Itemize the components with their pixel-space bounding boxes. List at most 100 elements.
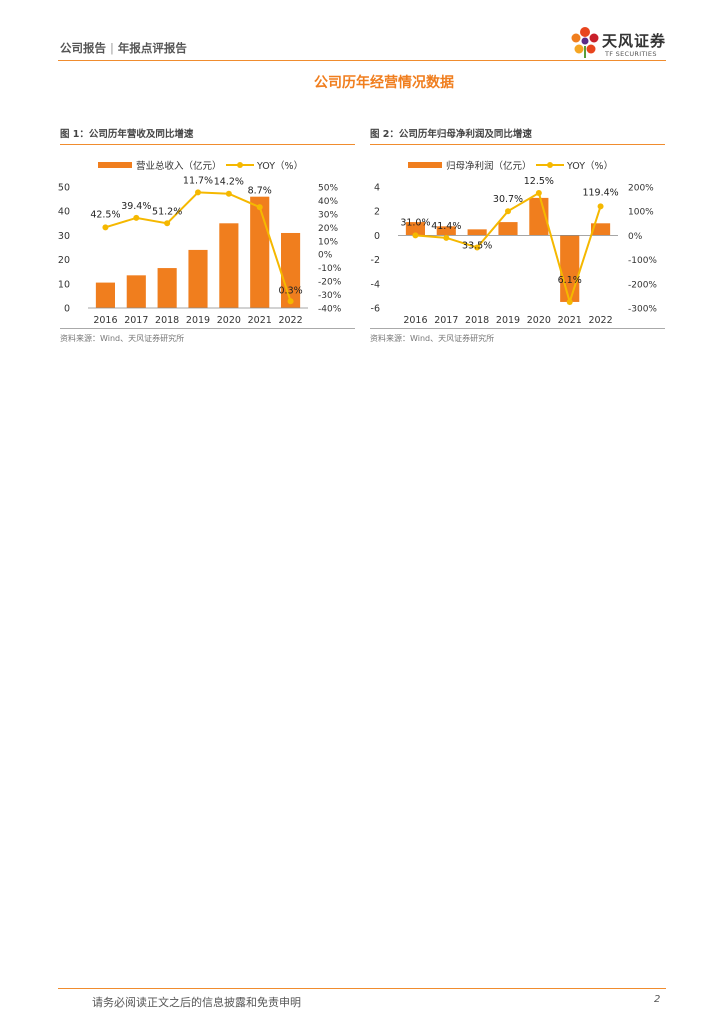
company-logo: 天风证券 TF SECURITIES bbox=[568, 22, 678, 62]
chart1-y2-tick: -30% bbox=[318, 291, 342, 301]
flower-logo-icon bbox=[571, 27, 599, 58]
chart2-y2-tick: 0% bbox=[628, 232, 643, 242]
chart1-y2-tick: -40% bbox=[318, 305, 342, 315]
chart2-x-tick: 2020 bbox=[527, 315, 551, 325]
section-title: 公司历年经营情况数据 bbox=[0, 72, 724, 92]
chart2-yoy-label: 31.0% bbox=[400, 217, 430, 228]
page-number: 2 bbox=[654, 994, 661, 1005]
figure-2-caption: 图 2：公司历年归母净利润及同比增速 bbox=[370, 126, 665, 145]
chart1-yoy-point bbox=[287, 298, 294, 305]
chart1-yoy-label: 11.7% bbox=[183, 175, 213, 186]
chart2-bar bbox=[467, 229, 487, 236]
chart2-yoy-label: 30.7% bbox=[493, 194, 523, 205]
chart1-y2-tick: 0% bbox=[318, 251, 333, 261]
chart1-y2-tick: -20% bbox=[318, 278, 342, 288]
logo-text-en: TF SECURITIES bbox=[605, 50, 657, 58]
chart2-x-tick: 2019 bbox=[496, 315, 520, 325]
report-type-breadcrumb: 公司报告 | 年报点评报告 bbox=[60, 40, 187, 56]
chart1-legend-bar-swatch bbox=[98, 162, 132, 168]
chart2-y2-tick: -100% bbox=[628, 256, 657, 266]
figure-2-source: 资料来源：Wind、天风证券研究所 bbox=[370, 328, 665, 347]
chart2-bar bbox=[591, 223, 611, 236]
chart2-yoy-label: 33.5% bbox=[462, 241, 492, 252]
chart2-yoy-point bbox=[566, 298, 573, 305]
chart1-x-tick: 2022 bbox=[278, 315, 302, 325]
chart2-yoy-label: 12.5% bbox=[524, 176, 554, 187]
chart1-yoy-label: 39.4% bbox=[121, 201, 151, 212]
chart1-x-tick: 2019 bbox=[186, 315, 210, 325]
chart1-yoy-point bbox=[164, 220, 171, 227]
chart1-yoy-point bbox=[195, 189, 201, 196]
revenue-chart: 营业总收入（亿元） YOY（%） 0 10 20 30 40 50 -40% -30% -20% -1… bbox=[58, 160, 342, 325]
disclaimer-text: 请务必阅读正文之后的信息披露和免责申明 bbox=[92, 996, 301, 1009]
chart2-y2-tick: -300% bbox=[628, 305, 657, 315]
figure-1-source: 资料来源：Wind、天风证券研究所 bbox=[60, 328, 355, 347]
chart1-yoy-point bbox=[225, 190, 232, 197]
chart2-x-tick: 2018 bbox=[465, 315, 489, 325]
chart2-yoy-label: 119.4% bbox=[582, 187, 618, 198]
footer-divider bbox=[58, 988, 666, 989]
chart1-legend-bar-label: 营业总收入（亿元） bbox=[136, 160, 222, 172]
chart1-y-tick: 20 bbox=[58, 255, 70, 266]
chart2-bar bbox=[405, 222, 425, 236]
logo-text-cn: 天风证券 bbox=[602, 32, 667, 50]
chart1-y2-tick: 50% bbox=[318, 184, 338, 194]
chart2-legend-line-marker bbox=[547, 162, 553, 168]
chart1-bar bbox=[281, 232, 301, 308]
report-category: 公司报告 bbox=[60, 41, 106, 55]
chart1-yoy-label: 8.7% bbox=[248, 186, 272, 197]
chart1-yoy-point bbox=[102, 224, 109, 231]
chart2-legend-bar-swatch bbox=[408, 162, 442, 168]
chart1-bar bbox=[95, 282, 115, 308]
chart1-y2-tick: 10% bbox=[318, 237, 338, 247]
section-title-text: 公司历年经营情况数据 bbox=[314, 75, 454, 91]
header-divider bbox=[58, 60, 666, 61]
chart2-yoy-label: 6.1% bbox=[558, 275, 582, 286]
chart1-y-tick: 0 bbox=[64, 304, 70, 315]
breadcrumb-separator: | bbox=[110, 41, 114, 55]
chart2-legend-line-label: YOY（%） bbox=[566, 160, 613, 172]
chart1-x-tick: 2021 bbox=[248, 315, 272, 325]
chart2-yoy-point bbox=[535, 190, 542, 197]
chart1-yoy-point bbox=[133, 214, 140, 221]
chart2-yoy-point bbox=[474, 244, 481, 251]
chart1-x-tick: 2018 bbox=[155, 315, 179, 325]
chart1-y-tick: 40 bbox=[58, 207, 70, 218]
chart2-y-tick: 4 bbox=[374, 183, 380, 194]
chart1-yoy-point bbox=[256, 204, 263, 211]
chart1-yoy-label: 51.2% bbox=[152, 206, 182, 217]
chart2-yoy-point bbox=[597, 203, 604, 210]
chart2-x-tick: 2022 bbox=[588, 315, 612, 325]
chart2-x-tick: 2016 bbox=[403, 315, 427, 325]
chart1-yoy-label: 14.2% bbox=[214, 177, 244, 188]
chart2-y2-tick: 100% bbox=[628, 208, 654, 218]
chart1-y2-tick: 30% bbox=[318, 210, 338, 220]
chart1-y2-tick: 40% bbox=[318, 197, 338, 207]
chart1-bar bbox=[188, 249, 208, 308]
chart1-bar bbox=[219, 223, 239, 308]
figure-1-caption: 图 1：公司历年营收及同比增速 bbox=[60, 126, 355, 145]
chart1-bar bbox=[250, 196, 270, 308]
chart2-x-tick: 2021 bbox=[558, 315, 582, 325]
chart2-legend-bar-label: 归母净利润（亿元） bbox=[446, 160, 532, 172]
chart2-x-tick: 2017 bbox=[434, 315, 458, 325]
chart1-x-tick: 2020 bbox=[217, 315, 241, 325]
chart2-yoy-point bbox=[443, 234, 450, 241]
chart2-y2-tick: -200% bbox=[628, 280, 657, 290]
chart1-y-tick: 30 bbox=[58, 231, 70, 242]
chart2-yoy-point bbox=[412, 232, 419, 239]
chart1-yoy-label: 0.3% bbox=[279, 285, 303, 296]
report-subcategory: 年报点评报告 bbox=[117, 41, 187, 55]
chart1-x-tick: 2017 bbox=[124, 315, 148, 325]
chart1-bar bbox=[157, 268, 177, 308]
chart2-bar bbox=[436, 226, 456, 236]
chart1-y2-tick: -10% bbox=[318, 264, 342, 274]
chart1-yoy-label: 42.5% bbox=[90, 209, 120, 220]
chart2-y-tick: 2 bbox=[374, 207, 380, 218]
chart2-y-tick: 0 bbox=[374, 231, 380, 242]
chart2-yoy-label: 41.4% bbox=[431, 221, 461, 232]
chart2-yoy-point bbox=[505, 208, 511, 215]
chart2-bar bbox=[498, 222, 518, 236]
chart1-y2-tick: 20% bbox=[318, 224, 338, 234]
chart2-y-tick: -4 bbox=[371, 279, 380, 290]
